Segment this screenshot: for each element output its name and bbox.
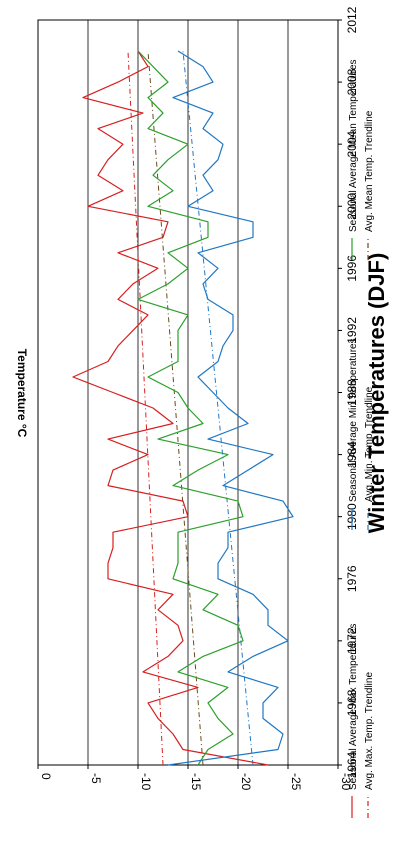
x-tick-label-7: 1992 bbox=[345, 317, 359, 344]
legend-label-2: Seasonal Average Min Temperatures bbox=[348, 338, 359, 502]
x-tick-label-8: 1996 bbox=[345, 255, 359, 282]
legend: Seasonal Average Max Temperatures Avg. Ma… bbox=[348, 59, 375, 818]
x-tick-label-1: 1968 bbox=[345, 689, 359, 716]
chart-title: Winter Temperatures (DJF) bbox=[364, 253, 389, 534]
data-series bbox=[72, 50, 294, 766]
y-tick-label-4: -20 bbox=[239, 773, 253, 791]
x-tick-label-11: 2008 bbox=[345, 68, 359, 95]
legend-label-0: Seasonal Average Max Temperatures bbox=[348, 624, 359, 790]
plot-area bbox=[37, 19, 339, 766]
x-tick-label-3: 1976 bbox=[345, 565, 359, 592]
x-tick-label-10: 2004 bbox=[345, 130, 359, 157]
series-line-0 bbox=[72, 50, 269, 766]
y-tick-label-0: 0 bbox=[39, 773, 53, 780]
x-tick-label-0: 1964 bbox=[345, 751, 359, 778]
y-tick-label-3: -15 bbox=[189, 773, 203, 791]
y-tick-label-1: -5 bbox=[89, 773, 103, 784]
y-tick-label-5: -25 bbox=[289, 773, 303, 791]
x-axis-ticks: 1964196819721976198019841988199219962000… bbox=[338, 6, 359, 778]
x-tick-label-12: 2012 bbox=[345, 6, 359, 33]
y-tick-label-2: -10 bbox=[139, 773, 153, 791]
x-tick-label-5: 1984 bbox=[345, 441, 359, 468]
x-tick-label-2: 1972 bbox=[345, 627, 359, 654]
legend-label-3: Avg. Min. Temp. Trendline bbox=[364, 386, 375, 502]
y-axis-ticks: 0 -5 -10 -15 -20 -25 -30 bbox=[37, 765, 353, 791]
x-tick-label-6: 1988 bbox=[345, 379, 359, 406]
y-axis-label: Temperature °C bbox=[15, 349, 29, 438]
y-tick-label-6: -30 bbox=[339, 773, 353, 791]
x-tick-label-9: 2000 bbox=[345, 193, 359, 220]
series-line-1 bbox=[137, 50, 244, 766]
legend-label-1: Avg. Max. Temp. Trendline bbox=[364, 672, 375, 790]
legend-label-4: Seasonal Average Mean Temperatures bbox=[348, 59, 359, 232]
legend-label-5: Avg. Mean Temp. Trendline bbox=[364, 110, 375, 232]
series-line-2 bbox=[167, 50, 294, 766]
